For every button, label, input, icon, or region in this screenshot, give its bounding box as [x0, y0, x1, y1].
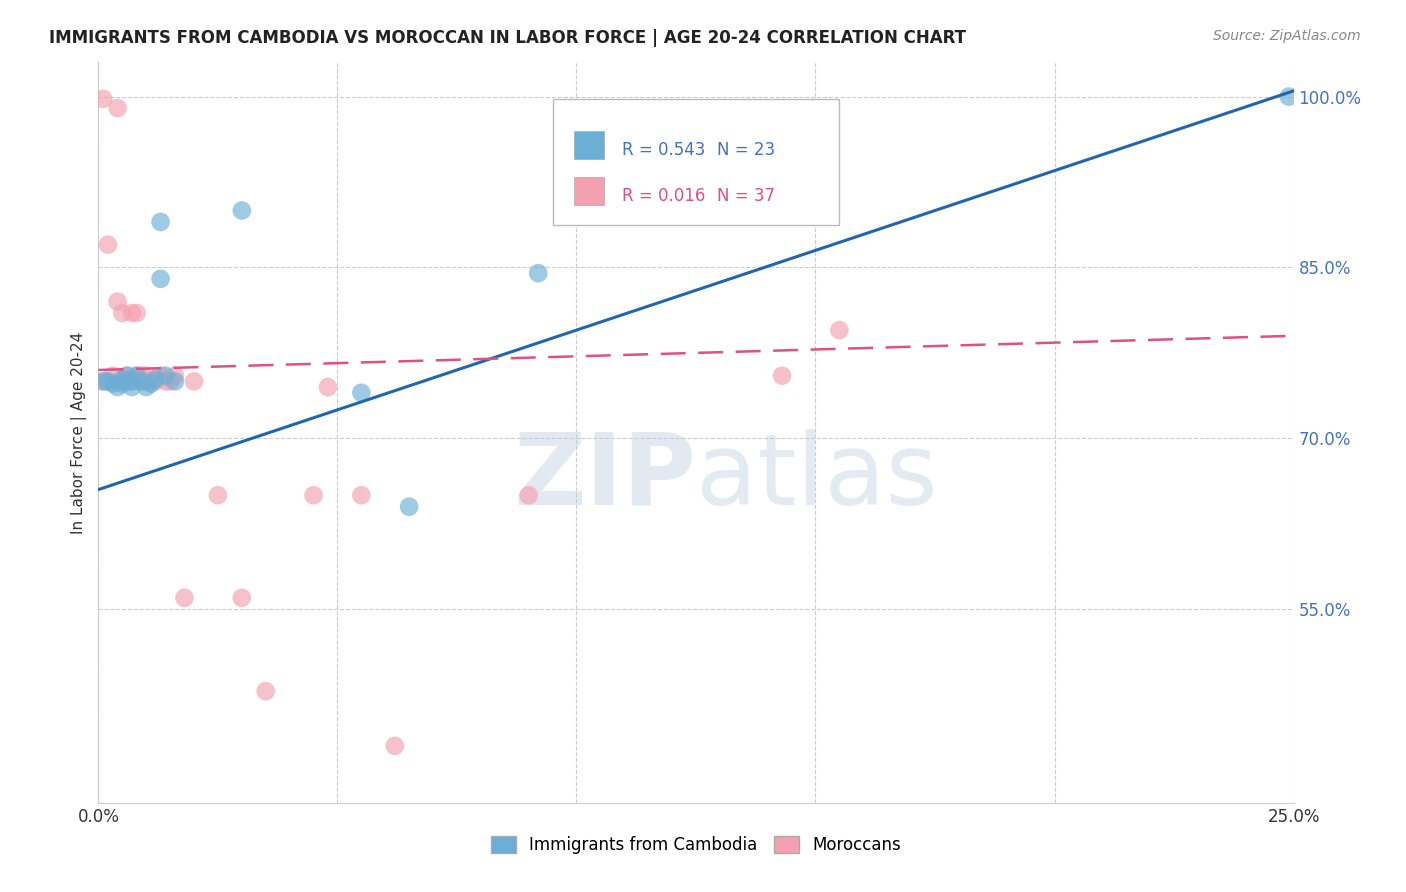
Text: N = 37: N = 37: [717, 186, 776, 204]
Point: [125, 368, 148, 383]
Point: [121, 306, 143, 320]
Point: [254, 684, 277, 698]
Point: [828, 323, 851, 337]
Point: [316, 380, 339, 394]
Bar: [574, 131, 605, 159]
Point: [97, 237, 120, 252]
Point: [1278, 89, 1301, 103]
Text: R = 0.016: R = 0.016: [621, 186, 706, 204]
Point: [111, 372, 134, 386]
Point: [101, 368, 124, 383]
Point: [135, 375, 157, 389]
Point: [97, 375, 120, 389]
Point: [155, 368, 177, 383]
Point: [125, 368, 148, 383]
Point: [149, 272, 172, 286]
Point: [163, 375, 186, 389]
Point: [115, 368, 138, 383]
Point: [125, 306, 148, 320]
Point: [207, 488, 229, 502]
Point: [350, 385, 373, 400]
Point: [384, 739, 406, 753]
Text: ZIP: ZIP: [513, 428, 696, 525]
Point: [111, 375, 134, 389]
Point: [131, 368, 153, 383]
Point: [135, 380, 157, 394]
Point: [111, 306, 134, 320]
Point: [139, 376, 162, 391]
Point: [770, 368, 793, 383]
Point: [131, 375, 153, 389]
Point: [107, 380, 129, 394]
Text: Source: ZipAtlas.com: Source: ZipAtlas.com: [1213, 29, 1361, 43]
Point: [159, 375, 181, 389]
Point: [91, 375, 114, 389]
Point: [527, 266, 550, 280]
Point: [398, 500, 420, 514]
Point: [145, 375, 167, 389]
Bar: [553, 99, 839, 226]
Point: [149, 215, 172, 229]
Point: [121, 375, 143, 389]
Point: [145, 372, 167, 386]
Text: IMMIGRANTS FROM CAMBODIA VS MOROCCAN IN LABOR FORCE | AGE 20-24 CORRELATION CHAR: IMMIGRANTS FROM CAMBODIA VS MOROCCAN IN …: [49, 29, 966, 46]
Point: [115, 375, 138, 389]
Point: [135, 368, 157, 383]
Y-axis label: In Labor Force | Age 20-24: In Labor Force | Age 20-24: [72, 332, 87, 533]
Text: R = 0.543: R = 0.543: [621, 141, 706, 159]
Point: [91, 375, 114, 389]
Point: [350, 488, 373, 502]
Point: [107, 294, 129, 309]
Point: [107, 101, 129, 115]
Point: [155, 375, 177, 389]
Point: [97, 375, 120, 389]
Point: [149, 368, 172, 383]
Bar: [574, 177, 605, 204]
Point: [131, 375, 153, 389]
Point: [163, 368, 186, 383]
Point: [173, 591, 195, 605]
Point: [101, 376, 124, 391]
Point: [231, 203, 253, 218]
Point: [91, 92, 114, 106]
Legend: Immigrants from Cambodia, Moroccans: Immigrants from Cambodia, Moroccans: [484, 830, 908, 861]
Text: N = 23: N = 23: [717, 141, 776, 159]
Text: atlas: atlas: [696, 428, 938, 525]
Point: [115, 368, 138, 383]
Point: [139, 375, 162, 389]
Point: [302, 488, 325, 502]
Point: [121, 380, 143, 394]
Point: [517, 488, 540, 502]
Point: [111, 376, 134, 391]
Point: [121, 375, 143, 389]
Point: [183, 375, 205, 389]
Point: [231, 591, 253, 605]
